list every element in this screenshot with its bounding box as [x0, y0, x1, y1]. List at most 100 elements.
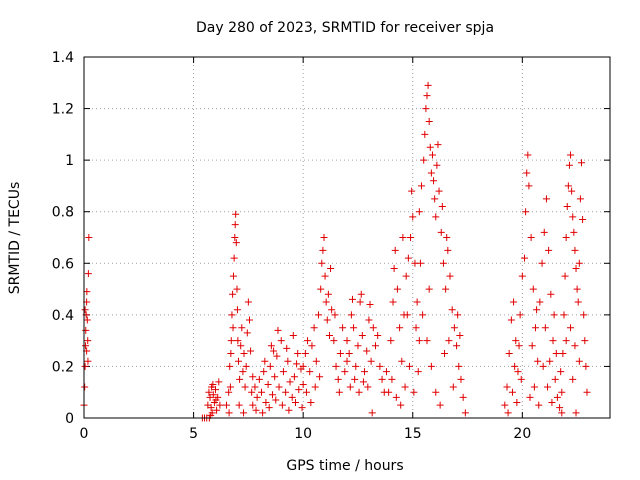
data-point — [282, 388, 290, 396]
data-point — [258, 388, 266, 396]
data-point — [261, 357, 269, 365]
data-point — [418, 182, 426, 190]
data-point — [542, 195, 550, 203]
data-point — [442, 285, 450, 293]
data-point — [432, 213, 440, 221]
data-point — [507, 316, 515, 324]
data-point — [572, 409, 580, 417]
data-point — [546, 357, 554, 365]
data-point — [264, 380, 272, 388]
data-point — [389, 298, 397, 306]
data-point — [541, 324, 549, 332]
data-point — [285, 406, 293, 414]
data-point — [227, 337, 235, 345]
data-point — [538, 259, 546, 267]
data-point — [216, 401, 224, 409]
data-point — [424, 81, 432, 89]
data-point — [367, 357, 375, 365]
data-point — [317, 285, 325, 293]
data-point — [517, 375, 525, 383]
data-point — [228, 311, 236, 319]
data-point — [339, 324, 347, 332]
data-point — [513, 399, 521, 407]
data-point — [248, 388, 256, 396]
data-point — [335, 388, 343, 396]
data-point — [249, 401, 257, 409]
data-point — [549, 337, 557, 345]
data-point — [561, 272, 569, 280]
data-point — [558, 409, 566, 417]
data-point — [453, 342, 461, 350]
y-tick-label: 0.6 — [52, 256, 74, 272]
x-tick-label: 15 — [404, 426, 422, 442]
data-point — [336, 350, 344, 358]
data-point — [266, 362, 274, 370]
data-point — [414, 368, 422, 376]
data-point — [81, 383, 89, 391]
data-point — [301, 350, 309, 358]
data-point — [306, 368, 314, 376]
data-point — [325, 331, 333, 339]
data-point — [205, 388, 213, 396]
data-point — [318, 259, 326, 267]
x-tick-label: 10 — [294, 426, 312, 442]
data-point — [426, 143, 434, 151]
data-point — [511, 362, 519, 370]
data-point — [445, 337, 453, 345]
data-point — [397, 401, 405, 409]
y-tick-label: 0.2 — [52, 359, 74, 375]
data-point — [85, 234, 93, 241]
data-point — [352, 362, 360, 370]
data-point — [274, 326, 282, 334]
data-point — [512, 337, 520, 345]
data-point — [557, 368, 565, 376]
data-point — [302, 388, 310, 396]
chart-title: Day 280 of 2023, SRMTID for receiver spj… — [196, 20, 494, 36]
x-tick-label: 5 — [189, 426, 198, 442]
data-point — [207, 404, 215, 412]
data-point — [279, 368, 287, 376]
data-point — [288, 393, 296, 401]
data-point — [522, 208, 530, 216]
data-point — [343, 337, 351, 345]
data-point — [572, 264, 580, 272]
data-point — [299, 362, 307, 370]
data-point — [350, 324, 358, 332]
data-point — [334, 375, 342, 383]
data-point — [459, 393, 467, 401]
data-point — [580, 311, 588, 319]
data-point — [316, 373, 324, 381]
data-point — [416, 259, 424, 267]
data-point — [565, 161, 573, 169]
data-point — [567, 151, 575, 159]
data-point — [295, 386, 303, 394]
data-point — [355, 388, 363, 396]
data-point — [570, 228, 578, 236]
data-point — [321, 272, 329, 280]
data-point — [213, 406, 221, 414]
data-point — [359, 378, 367, 386]
data-point — [244, 298, 252, 306]
data-point — [535, 401, 543, 409]
data-point — [237, 342, 245, 350]
data-point — [289, 331, 297, 339]
data-point — [518, 272, 526, 280]
data-point — [311, 383, 319, 391]
data-point — [564, 182, 572, 190]
data-point — [404, 254, 412, 262]
data-point — [212, 396, 220, 404]
y-tick-label: 0.4 — [52, 308, 74, 324]
data-point — [531, 324, 539, 332]
x-tick-label: 0 — [80, 426, 89, 442]
data-point — [576, 195, 584, 203]
data-point — [504, 409, 512, 417]
data-point — [533, 306, 541, 314]
data-point — [575, 259, 583, 267]
data-point — [356, 298, 364, 306]
data-point — [320, 234, 328, 241]
data-point — [209, 380, 217, 388]
data-point — [387, 337, 395, 345]
data-point — [283, 344, 291, 352]
data-point — [563, 203, 571, 211]
data-point — [232, 239, 240, 247]
